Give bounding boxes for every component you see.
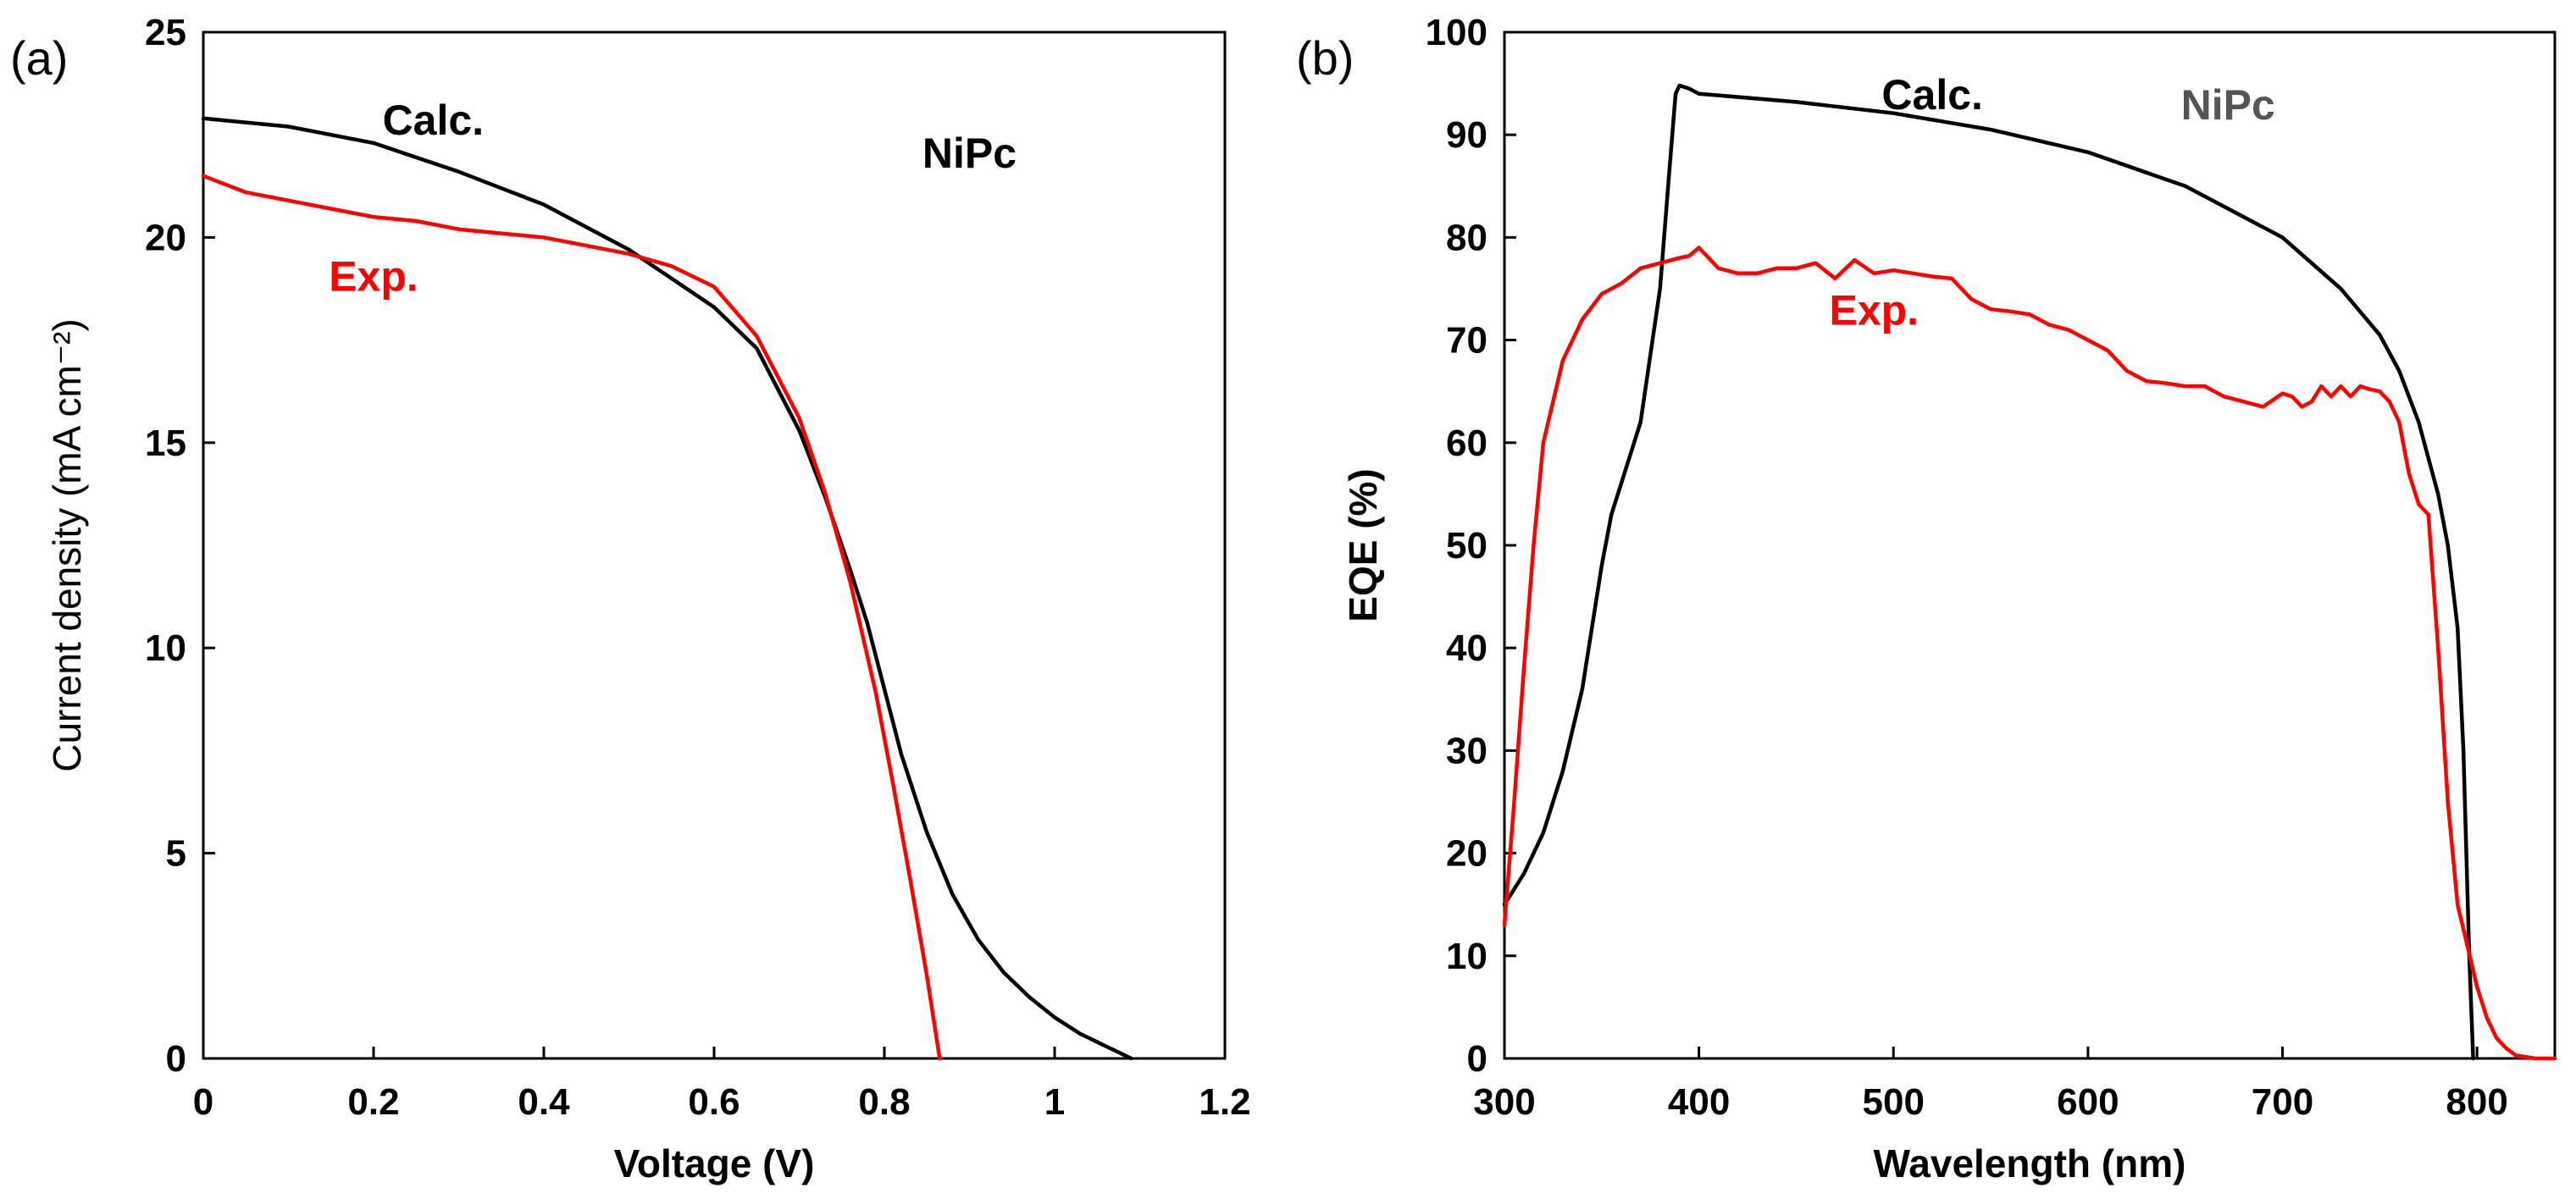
y-tick-label: 90 [1446,114,1487,156]
x-tick-label: 0.2 [347,1081,399,1123]
y-tick-label: 0 [1467,1038,1487,1080]
x-tick-label: 700 [2252,1081,2313,1123]
panel-label: (a) [10,31,68,85]
x-tick-label: 400 [1668,1081,1730,1123]
y-tick-label: 100 [1426,12,1487,53]
y-tick-label: 15 [145,423,186,464]
y-tick-label: 10 [145,627,186,669]
series-line-calc [201,116,1133,1061]
series-line-exp [1502,246,2557,1061]
y-tick-label: 20 [1446,833,1487,875]
panel-a-iv-curve: 0 0.2 0.4 0.6 0.8 1 1.2 0 5 10 15 20 25 Calc. Exp. NiPc… [10,12,1251,1185]
annotation-calc: Calc. [383,97,485,144]
x-tick-label: 1 [1044,1081,1065,1123]
y-tick-label: 50 [1446,525,1487,566]
annotation-calc: Calc. [1881,71,1983,119]
panel-b-eqe-spectrum: 300 400 500 600 700 800 0 10 20 30 40 50 60 70 80 90 100… [1296,12,2557,1185]
x-tick-label: 300 [1473,1081,1535,1123]
panel-label: (b) [1296,31,1354,85]
x-tick-label: 600 [2057,1081,2119,1123]
y-tick-label: 10 [1446,936,1487,977]
x-tick-label: 0.8 [858,1081,910,1123]
y-tick-label: 20 [145,217,186,258]
y-tick-label: 70 [1446,320,1487,362]
x-tick-label: 0.6 [688,1081,740,1123]
y-tick-label: 80 [1446,217,1487,258]
y-tick-label: 0 [166,1038,186,1080]
x-axis-title: Wavelength (nm) [1874,1141,2186,1185]
x-tick-label: 500 [1863,1081,1925,1123]
series-line-exp [201,174,942,1061]
y-axis-title: Current density (mA cm⁻²) [45,318,89,772]
annotation-exp: Exp. [329,252,418,300]
y-tick-label: 25 [145,12,186,53]
y-tick-label: 60 [1446,423,1487,464]
y-tick-label: 40 [1446,627,1487,669]
y-tick-label: 30 [1446,730,1487,771]
x-tick-label: 0 [193,1081,213,1123]
annotation-nipc: NiPc [922,130,1017,177]
annotation-nipc: NiPc [2181,81,2275,129]
annotation-exp: Exp. [1829,286,1919,334]
x-axis-title: Voltage (V) [614,1141,815,1185]
series-line-calc [1502,83,2475,1061]
y-axis-title: EQE (%) [1341,468,1385,622]
x-tick-label: 800 [2446,1081,2507,1123]
x-tick-label: 0.4 [518,1081,570,1123]
x-tick-label: 1.2 [1199,1081,1250,1123]
y-tick-label: 5 [166,833,186,875]
